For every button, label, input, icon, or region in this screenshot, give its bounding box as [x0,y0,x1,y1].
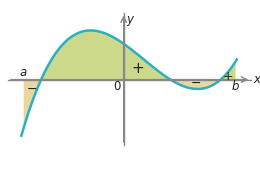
Text: y: y [126,13,133,26]
Text: b: b [231,80,239,93]
Text: +: + [223,70,233,83]
Text: −: − [27,83,37,96]
Text: a: a [20,66,27,79]
Text: +: + [132,61,145,76]
Text: 0: 0 [113,80,121,93]
Text: −: − [190,77,201,90]
Text: x: x [254,73,260,86]
